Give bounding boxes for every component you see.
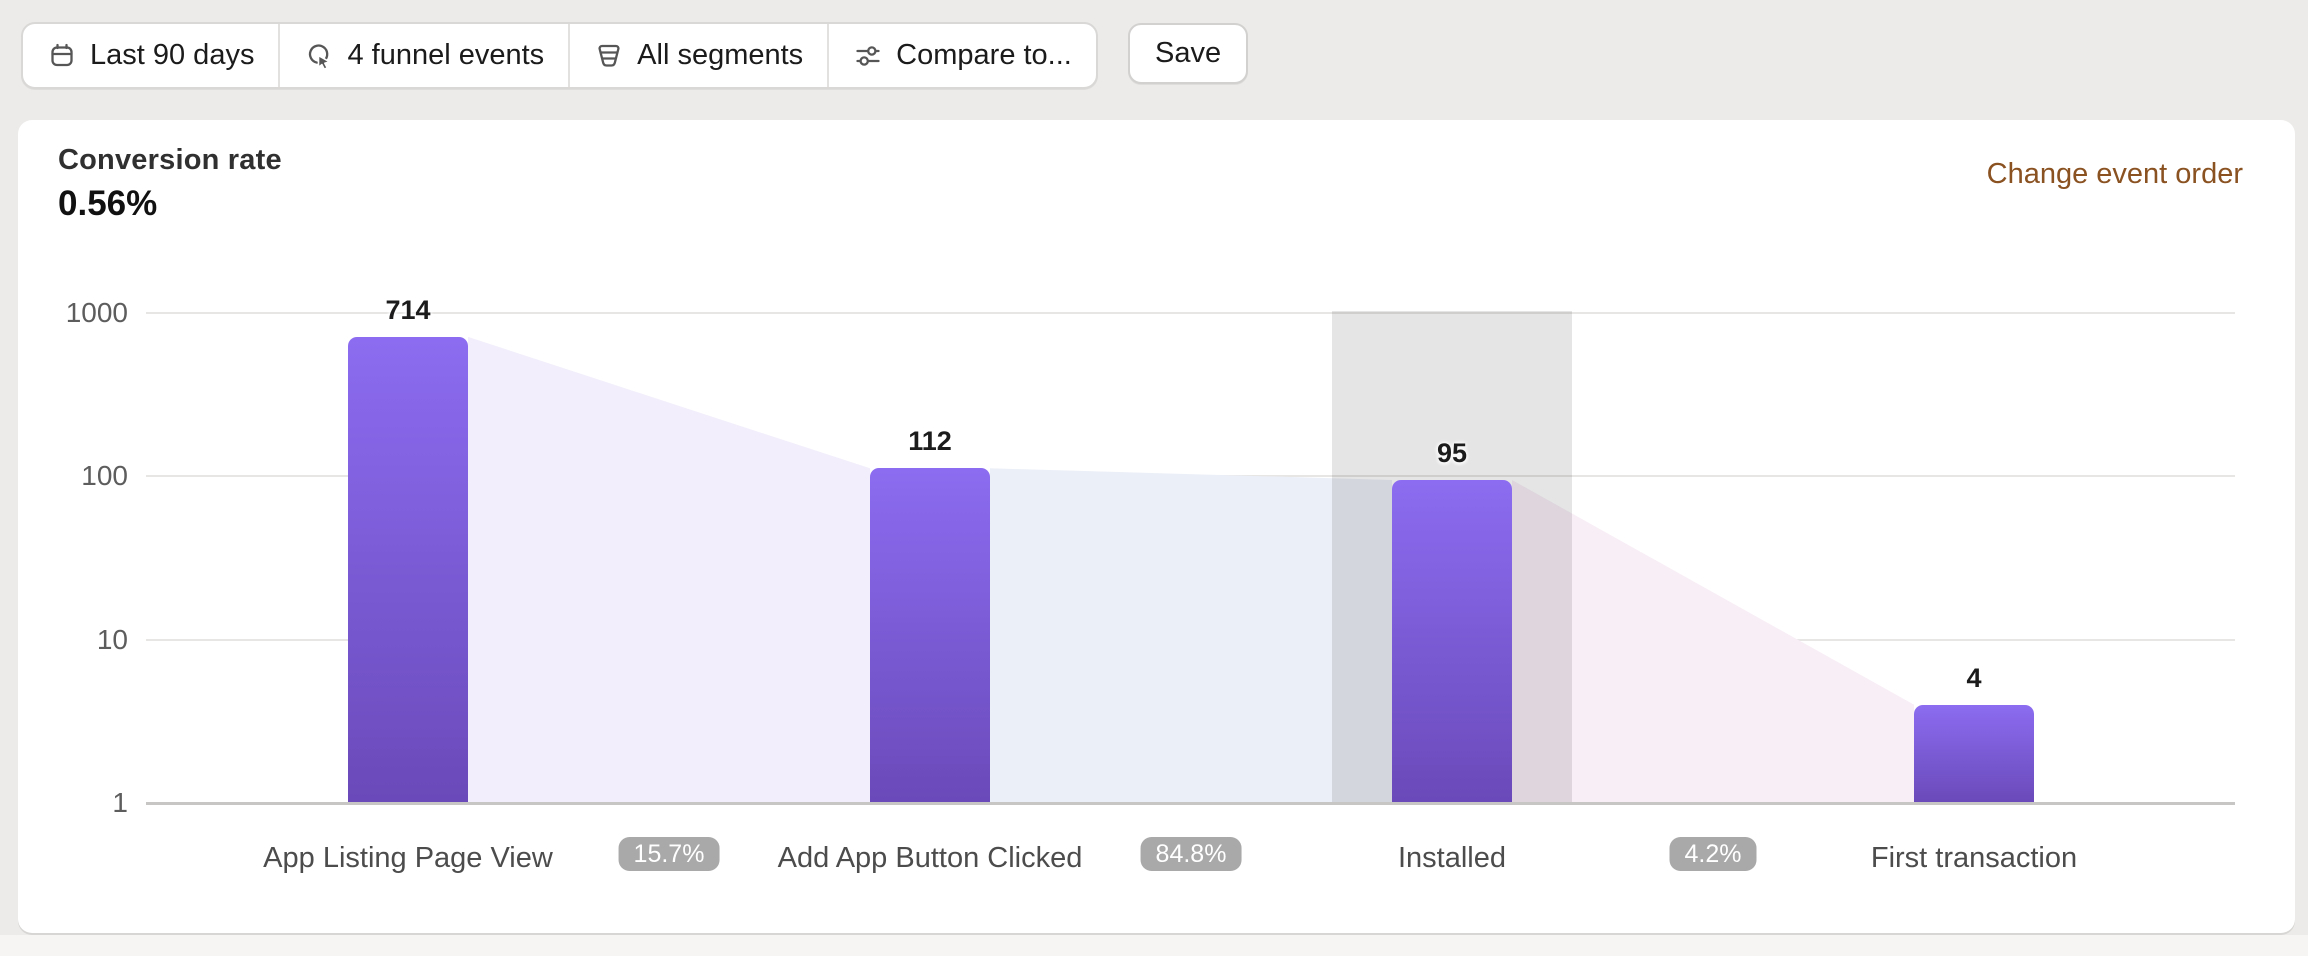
funnel-bar[interactable] <box>1392 479 1512 803</box>
compare-to-label: Compare to... <box>896 39 1072 71</box>
step-conversion-badge: 15.7% <box>618 837 720 871</box>
conversion-card: Conversion rate 0.56% Change event order… <box>18 120 2295 933</box>
funnel-chart: 1000 100 10 1 714 App Listing Page View 112 Add… <box>18 120 2295 933</box>
step-conversion-badge: 84.8% <box>1140 837 1242 871</box>
funnel-events-icon <box>304 41 334 71</box>
change-event-order-link[interactable]: Change event order <box>1986 158 2243 190</box>
category-label: First transaction <box>1870 842 2078 874</box>
category-label: Installed <box>1397 842 1507 874</box>
bar-value-label: 95 <box>1436 437 1468 468</box>
funnel-bar[interactable] <box>1914 704 2034 803</box>
y-axis-tick-label: 10 <box>96 623 128 655</box>
category-label: Add App Button Clicked <box>777 842 1083 874</box>
step-conversion-badge: 4.2% <box>1669 837 1757 871</box>
segments-label: All segments <box>637 39 804 71</box>
category-label: App Listing Page View <box>263 842 553 874</box>
bar-value-label: 714 <box>385 294 431 325</box>
y-axis-tick-label: 100 <box>81 460 128 492</box>
gridline <box>146 312 2235 314</box>
funnel-connector <box>1512 479 1914 803</box>
compare-sliders-icon <box>853 41 883 71</box>
segments-button[interactable]: All segments <box>568 24 827 87</box>
metric-value: 0.56% <box>58 184 158 223</box>
metric-label: Conversion rate <box>58 144 282 176</box>
bar-value-label: 4 <box>1966 662 1982 693</box>
y-axis-tick-label: 1 <box>112 787 128 818</box>
y-axis-tick-label: 1000 <box>65 297 128 328</box>
toolbar: Last 90 days 4 funnel events All segment… <box>0 0 2308 108</box>
bar-value-label: 112 <box>908 426 952 457</box>
calendar-icon <box>47 41 77 71</box>
date-range-button[interactable]: Last 90 days <box>23 24 278 87</box>
funnel-connector <box>468 336 870 803</box>
funnel-events-button[interactable]: 4 funnel events <box>278 24 568 87</box>
page-footer-strip <box>0 935 2308 956</box>
x-axis-baseline <box>146 802 2235 805</box>
funnel-events-label: 4 funnel events <box>347 39 545 71</box>
funnel-connector <box>990 468 1392 803</box>
save-button[interactable]: Save <box>1128 23 1249 84</box>
funnel-bar[interactable] <box>870 468 990 803</box>
date-range-label: Last 90 days <box>90 39 255 71</box>
compare-to-button[interactable]: Compare to... <box>827 24 1096 87</box>
segments-filter-icon <box>594 41 624 71</box>
funnel-connectors <box>468 336 1914 803</box>
filter-button-group: Last 90 days 4 funnel events All segment… <box>21 22 1098 89</box>
funnel-bar[interactable] <box>348 336 468 803</box>
